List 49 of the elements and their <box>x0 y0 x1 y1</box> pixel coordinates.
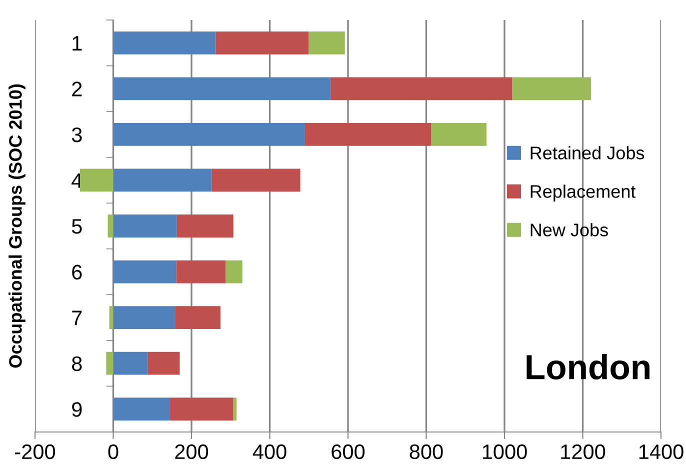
bar <box>176 260 226 284</box>
x-tick-label: 1400 <box>639 444 684 460</box>
bar <box>330 77 512 100</box>
bar <box>109 306 114 329</box>
bar <box>216 31 308 54</box>
x-tick-label: 800 <box>410 444 443 460</box>
bar <box>304 123 432 146</box>
bar <box>113 260 176 284</box>
legend-label: Replacement <box>530 184 636 202</box>
bar <box>176 214 234 238</box>
bar <box>148 352 180 375</box>
bar <box>113 77 330 100</box>
x-tick-label: 600 <box>332 444 365 460</box>
y-tick-label: 1 <box>72 36 82 50</box>
bar <box>113 123 305 146</box>
y-tick-label: 7 <box>72 310 82 326</box>
y-tick-label: 8 <box>72 356 82 372</box>
bar <box>108 214 114 238</box>
bar <box>308 31 345 54</box>
bar <box>233 398 236 421</box>
y-tick-label: 3 <box>72 127 82 142</box>
bar <box>80 168 114 192</box>
bar <box>170 398 234 421</box>
bar <box>113 306 176 329</box>
y-axis-title: Occupational Groups (SOC 2010) <box>8 84 26 368</box>
y-tick-label: 2 <box>72 82 82 96</box>
x-tick-label: 1000 <box>482 444 527 460</box>
bar <box>175 306 220 329</box>
y-tick-label: 9 <box>72 402 82 417</box>
x-tick-label: 400 <box>252 444 286 460</box>
bar <box>431 123 486 146</box>
bar <box>212 168 300 192</box>
x-tick-label: -200 <box>15 444 56 460</box>
bar <box>113 214 177 238</box>
bar <box>226 260 242 284</box>
bar <box>113 168 212 192</box>
x-tick-label: 0 <box>108 444 118 460</box>
x-tick-label: 200 <box>175 444 208 460</box>
bar <box>113 31 216 54</box>
y-tick-label: 6 <box>72 264 82 280</box>
y-tick-label: 5 <box>72 219 82 234</box>
annotation: London <box>526 354 650 380</box>
legend-label: Retained Jobs <box>530 146 644 160</box>
bar <box>113 352 148 375</box>
bar <box>106 352 114 375</box>
bar <box>512 77 591 100</box>
bar <box>113 398 170 421</box>
legend-label: New Jobs <box>530 223 608 236</box>
x-tick-label: 1200 <box>561 444 606 460</box>
